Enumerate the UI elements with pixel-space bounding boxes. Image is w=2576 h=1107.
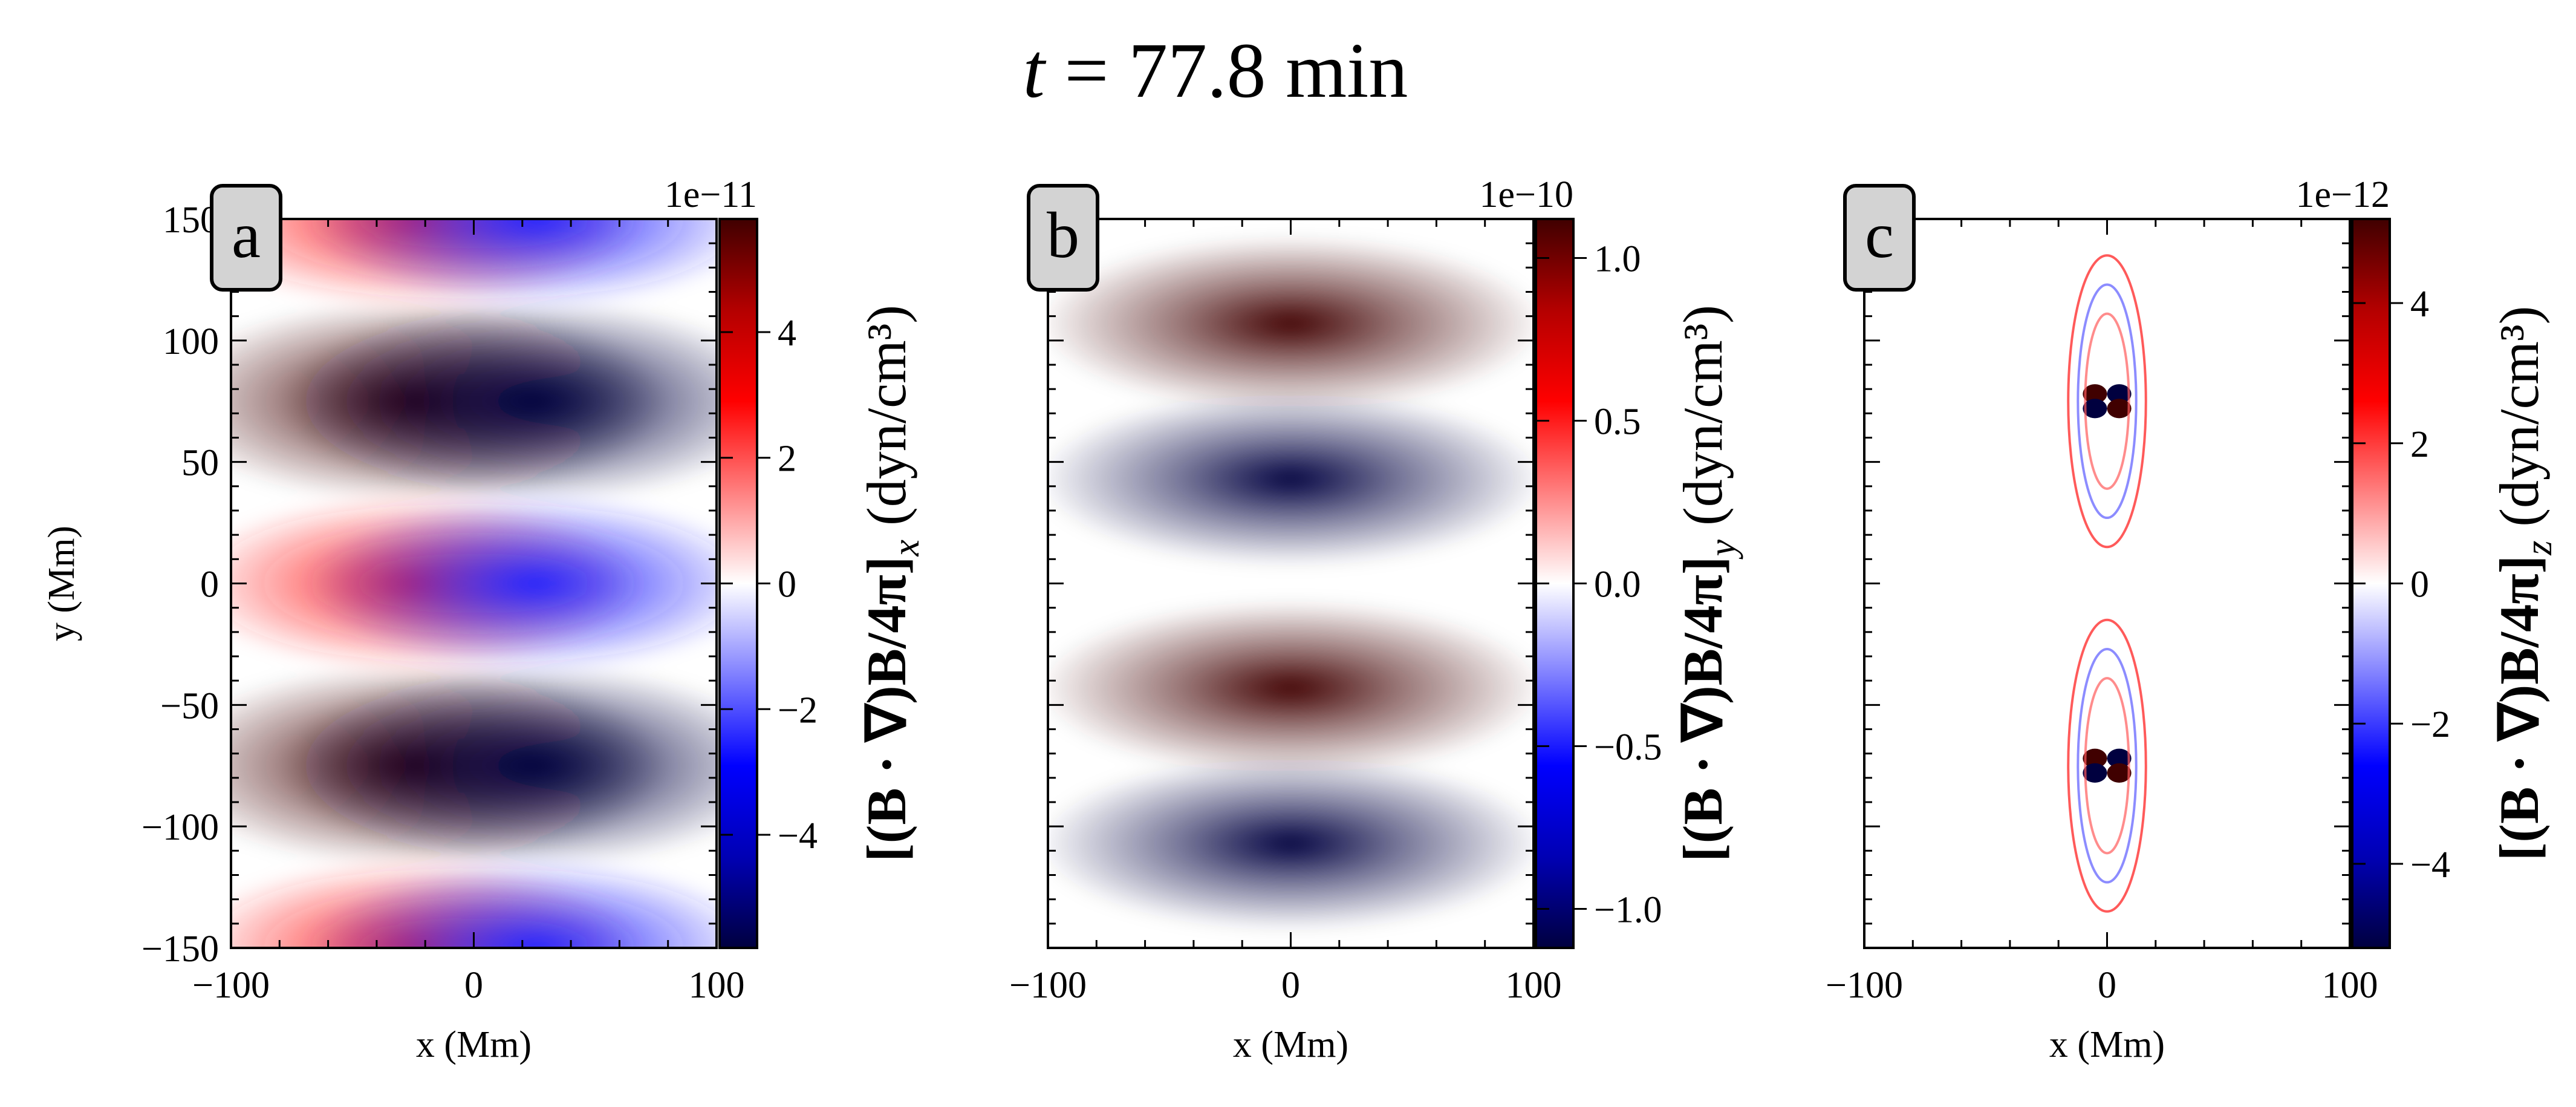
heatmap-field-c — [1864, 219, 2350, 948]
panel-label: b — [1047, 200, 1079, 272]
colorbar-label-unit: (dyn/cm³) — [1672, 305, 1734, 540]
colorbar-tick-label: 1.0 — [1594, 239, 1641, 280]
field-shell — [2067, 618, 2147, 913]
colorbar-tick-label: −0.5 — [1594, 727, 1662, 768]
title-equals: = — [1045, 27, 1128, 114]
x-tick-label: 100 — [1506, 965, 1562, 1006]
y-tick-label: −50 — [160, 685, 219, 727]
y-tick-label: 150 — [163, 200, 219, 241]
y-tick-label: −150 — [141, 929, 219, 970]
title-variable: t — [1023, 27, 1047, 114]
colorbar-label: [(B · ∇)B/4π]x (dyn/cm³) — [856, 305, 927, 862]
field-lobe-negative — [279, 664, 717, 868]
colorbar-label: [(B · ∇)B/4π]y (dyn/cm³) — [1672, 305, 1743, 862]
quadrupole-lobe — [2107, 384, 2132, 404]
field-band — [1048, 391, 1534, 567]
colorbar-tick-label: 2 — [2410, 424, 2429, 465]
heatmap-background — [1864, 219, 2350, 948]
panel-label-box — [1843, 184, 1916, 292]
colorbar-label-subscript: x — [886, 539, 927, 557]
colorbar-tick-label: −2 — [778, 690, 818, 731]
title-value: 77.8 min — [1128, 27, 1408, 114]
quadrupole-lobe — [2083, 399, 2107, 419]
field-lobe-negative — [304, 219, 717, 307]
colorbar-tick-label: 0.5 — [1594, 402, 1641, 443]
colorbar-label: [(B · ∇)B/4π]z (dyn/cm³) — [2488, 306, 2560, 861]
colorbar-label-unit: (dyn/cm³) — [2488, 306, 2550, 541]
x-axis-label: x (Mm) — [416, 1024, 532, 1065]
quadrupole-lobe — [2083, 384, 2107, 404]
x-tick-label: −100 — [1826, 965, 1903, 1006]
field-lobe-negative — [279, 299, 717, 503]
field-lobe-negative — [304, 495, 717, 671]
quadrupole-lobe — [2083, 763, 2107, 783]
colorbar-tick-label: −2 — [2410, 704, 2450, 745]
field-shell — [2084, 677, 2130, 855]
panel-c: −100 0 100 x (Mm) c 4 2 0 −2 −4 1e−12 [(B · ∇)B/4π]… — [1826, 174, 2560, 1065]
colorbar-tick-label: 0 — [2410, 564, 2429, 606]
panel-b: −100 0 100 x (Mm) b 1.0 0.5 0.0 −0.5 −1.0 1e−10 [(B… — [1009, 174, 1743, 1065]
colorbar-tick-label: 2 — [778, 439, 796, 480]
heatmap-field-b — [1048, 219, 1534, 948]
x-axis-label: x (Mm) — [2049, 1024, 2165, 1065]
panel-label-box — [210, 184, 282, 292]
heatmap-field-a — [231, 219, 717, 948]
colorbar-label-subscript: y — [1702, 539, 1743, 560]
colorbar-tick-label: −4 — [2410, 844, 2450, 886]
quadrupole-lobe — [2083, 748, 2107, 768]
x-tick-label: −100 — [1009, 965, 1087, 1006]
colorbar-tick-label: 0.0 — [1594, 564, 1641, 606]
panel-label: a — [232, 200, 261, 272]
colorbar-tick-label: 0 — [778, 564, 796, 606]
figure-title: t = 77.8 min — [1023, 27, 1408, 114]
x-tick-label: 100 — [689, 965, 745, 1006]
field-lobe-negative — [304, 860, 717, 948]
x-tick-label: 100 — [2322, 965, 2378, 1006]
colorbar-label-main: [(B · ∇)B/4π] — [1672, 556, 1734, 861]
colorbar-scale: 1e−12 — [2296, 174, 2390, 215]
x-tick-label: 0 — [2098, 965, 2116, 1006]
x-axis-label: x (Mm) — [1233, 1024, 1348, 1065]
colorbar-tick-label: 4 — [2410, 284, 2429, 325]
colorbar-tick-label: 4 — [778, 313, 796, 354]
quadrupole-lobe — [2107, 399, 2132, 419]
field-shell — [2084, 312, 2130, 490]
colorbar-label-unit: (dyn/cm³) — [856, 305, 917, 540]
colorbar-scale: 1e−11 — [665, 174, 757, 215]
colorbar-label-main: [(B · ∇)B/4π] — [856, 556, 917, 861]
field-shell — [2077, 647, 2138, 884]
colorbar-tick-label: −4 — [778, 815, 818, 857]
quadrupole-lobe — [2107, 763, 2132, 783]
colorbar-label-subscript: z — [2519, 541, 2560, 556]
field-shell — [2067, 254, 2147, 549]
y-tick-label: 0 — [200, 564, 219, 606]
quadrupole-lobe — [2107, 748, 2132, 768]
field-shell — [2077, 283, 2138, 520]
x-tick-label: 0 — [464, 965, 483, 1006]
x-tick-label: −100 — [192, 965, 270, 1006]
field-band — [1048, 600, 1534, 776]
colorbar-tick-label: −1.0 — [1594, 889, 1662, 930]
field-band — [1048, 236, 1534, 411]
y-tick-label: 100 — [163, 321, 219, 362]
panel-label: c — [1865, 200, 1894, 272]
panel-label-box — [1027, 184, 1099, 292]
field-band — [1048, 756, 1534, 931]
y-tick-label: 50 — [181, 443, 219, 484]
colorbar-label-main: [(B · ∇)B/4π] — [2488, 555, 2550, 861]
y-axis-label: y (Mm) — [41, 526, 82, 641]
colorbar-scale: 1e−10 — [1480, 174, 1573, 215]
x-tick-label: 0 — [1281, 965, 1300, 1006]
y-tick-label: −100 — [141, 807, 219, 848]
